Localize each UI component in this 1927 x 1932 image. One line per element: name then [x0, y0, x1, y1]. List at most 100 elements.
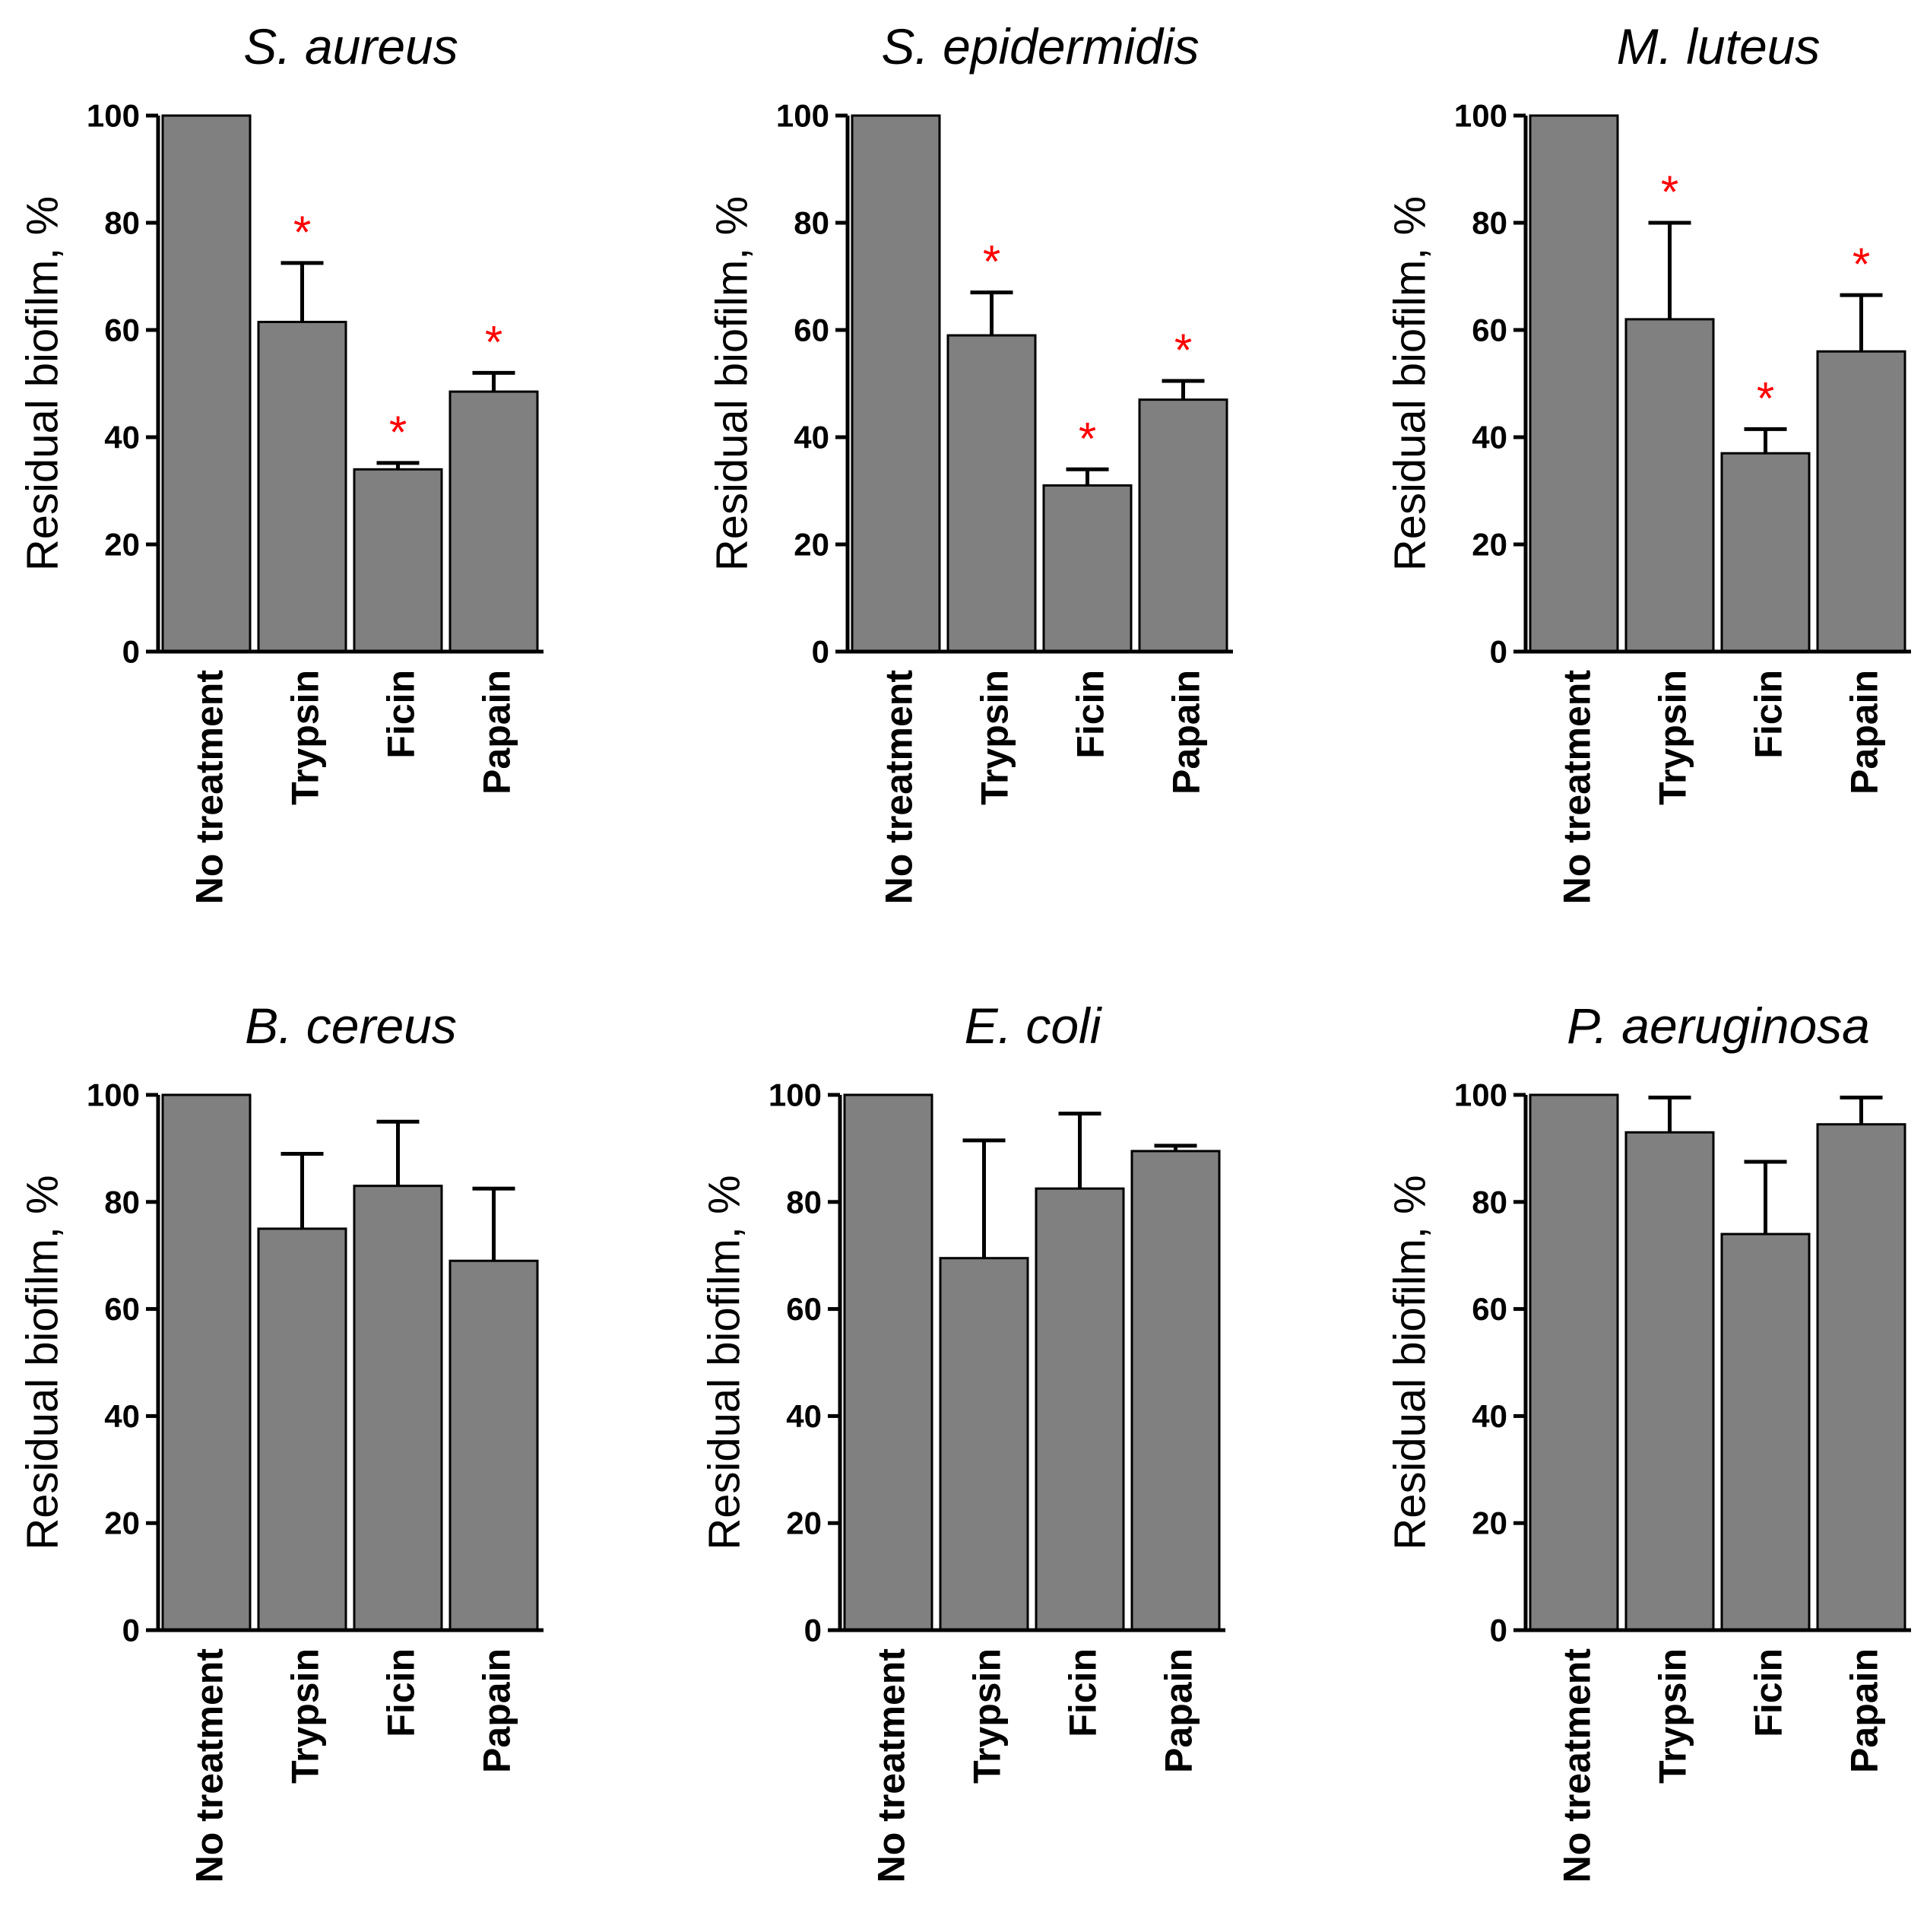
bar-trypsin [946, 334, 1037, 653]
y-tick-label: 20 [786, 1505, 822, 1541]
y-tick-label: 80 [786, 1184, 822, 1220]
chart-title: M. luteus [1617, 18, 1821, 75]
y-tick-label: 60 [1472, 1291, 1507, 1327]
bar-no-treatment [851, 114, 941, 653]
y-tick-label: 40 [794, 420, 829, 455]
y-tick-label: 40 [1472, 1398, 1507, 1434]
y-tick-label: 60 [104, 1291, 140, 1327]
bar-trypsin [1624, 318, 1715, 653]
bar-ficin [1042, 484, 1133, 653]
bar-no-treatment [1529, 1093, 1619, 1632]
x-tick-label: No treatment [189, 1648, 231, 1883]
y-tick-label: 0 [1490, 1613, 1507, 1648]
chart-panel-1: S. aureus Residual biofilm, % * * * 0 20 40 60 80… [17, 18, 544, 904]
x-tick-label: Trypsin [284, 1648, 327, 1784]
chart-panel-2: S. epidermidis Residual biofilm, % * * * 0 20 4… [707, 18, 1233, 904]
chart-title: B. cereus [245, 998, 457, 1054]
bar-trypsin [1624, 1131, 1715, 1632]
y-axis-label: Residual biofilm, % [17, 196, 67, 571]
bar-trypsin [257, 320, 347, 653]
y-axis-label: Residual biofilm, % [17, 1175, 67, 1550]
y-tick-label: 80 [1472, 205, 1507, 241]
y-axis-label: Residual biofilm, % [699, 1175, 749, 1550]
bar-papain [1130, 1150, 1221, 1632]
bar-ficin [1035, 1187, 1125, 1632]
x-tick-label: Papain [1843, 670, 1886, 795]
x-tick-label: No treatment [878, 670, 921, 905]
y-tick-label: 40 [104, 420, 140, 455]
bar-trypsin [257, 1227, 347, 1632]
chart-panel-4: B. cereus Residual biofilm, % 0 20 40 60 80 100… [17, 998, 544, 1883]
y-tick-label: 80 [1472, 1184, 1507, 1220]
y-tick-label: 20 [1472, 1505, 1507, 1541]
bar-ficin [353, 1185, 443, 1632]
bar-papain [1816, 1123, 1906, 1632]
significance-marker: * [485, 316, 502, 367]
bar-no-treatment [161, 114, 252, 653]
x-tick-label: No treatment [870, 1648, 913, 1883]
x-tick-label: Ficin [1062, 1648, 1105, 1737]
x-tick-label: Ficin [1070, 670, 1112, 759]
y-tick-label: 20 [104, 527, 140, 563]
y-tick-label: 80 [104, 1184, 140, 1220]
x-tick-label: Trypsin [1652, 670, 1694, 805]
bar-ficin [1720, 452, 1811, 653]
bar-ficin [353, 468, 443, 653]
x-tick-label: Papain [1158, 1648, 1200, 1773]
chart-title: S. aureus [243, 18, 458, 75]
significance-marker: * [1174, 325, 1192, 376]
significance-marker: * [1757, 373, 1774, 424]
y-tick-label: 60 [1472, 312, 1507, 348]
chart-title: P. aeruginosa [1567, 998, 1870, 1054]
y-tick-label: 0 [1490, 634, 1507, 670]
chart-panel-6: P. aeruginosa Residual biofilm, % 0 20 40 60 8… [1385, 998, 1911, 1883]
y-tick-label: 0 [804, 1613, 822, 1648]
x-tick-label: Papain [1165, 670, 1208, 795]
y-tick-label: 80 [104, 205, 140, 241]
x-tick-label: Ficin [380, 670, 423, 759]
significance-marker: * [1661, 167, 1678, 217]
x-tick-label: Ficin [380, 1648, 423, 1737]
chart-panel-5: E. coli Residual biofilm, % 0 20 40 60 80 100 No… [699, 998, 1225, 1883]
y-tick-label: 0 [122, 1613, 140, 1648]
y-tick-label: 80 [794, 205, 829, 241]
y-tick-label: 100 [87, 98, 140, 134]
x-tick-label: Ficin [1748, 1648, 1790, 1737]
y-tick-label: 100 [87, 1077, 140, 1113]
bar-papain [448, 1259, 539, 1632]
x-tick-label: Papain [1843, 1648, 1886, 1773]
x-tick-label: Trypsin [284, 670, 327, 805]
y-tick-label: 100 [776, 98, 829, 134]
y-tick-label: 60 [794, 312, 829, 348]
y-tick-label: 20 [1472, 527, 1507, 563]
significance-marker: * [389, 407, 407, 458]
x-tick-label: No treatment [1556, 1648, 1599, 1883]
y-tick-label: 40 [786, 1398, 822, 1434]
y-tick-label: 100 [1454, 98, 1507, 134]
bar-no-treatment [161, 1093, 252, 1632]
y-axis-label: Residual biofilm, % [1385, 196, 1434, 571]
x-tick-label: Papain [476, 1648, 518, 1773]
significance-marker: * [1853, 239, 1870, 290]
x-tick-label: Trypsin [1652, 1648, 1694, 1784]
bar-trypsin [939, 1257, 1029, 1632]
chart-panel-3: M. luteus Residual biofilm, % * * * 0 20 40 60 80… [1385, 18, 1911, 904]
y-axis-label: Residual biofilm, % [707, 196, 756, 571]
x-tick-label: Papain [476, 670, 518, 795]
y-tick-label: 60 [786, 1291, 822, 1327]
x-tick-label: No treatment [189, 670, 231, 905]
bar-papain [1138, 398, 1228, 653]
bar-no-treatment [1529, 114, 1619, 653]
x-tick-label: Trypsin [974, 670, 1016, 805]
x-tick-label: No treatment [1556, 670, 1599, 905]
y-tick-label: 40 [1472, 420, 1507, 455]
y-tick-label: 20 [104, 1505, 140, 1541]
chart-title: E. coli [965, 998, 1103, 1054]
chart-title: S. epidermidis [881, 18, 1199, 75]
y-tick-label: 100 [769, 1077, 822, 1113]
y-tick-label: 40 [104, 1398, 140, 1434]
y-tick-label: 100 [1454, 1077, 1507, 1113]
significance-marker: * [293, 207, 311, 258]
y-tick-label: 0 [812, 634, 829, 670]
